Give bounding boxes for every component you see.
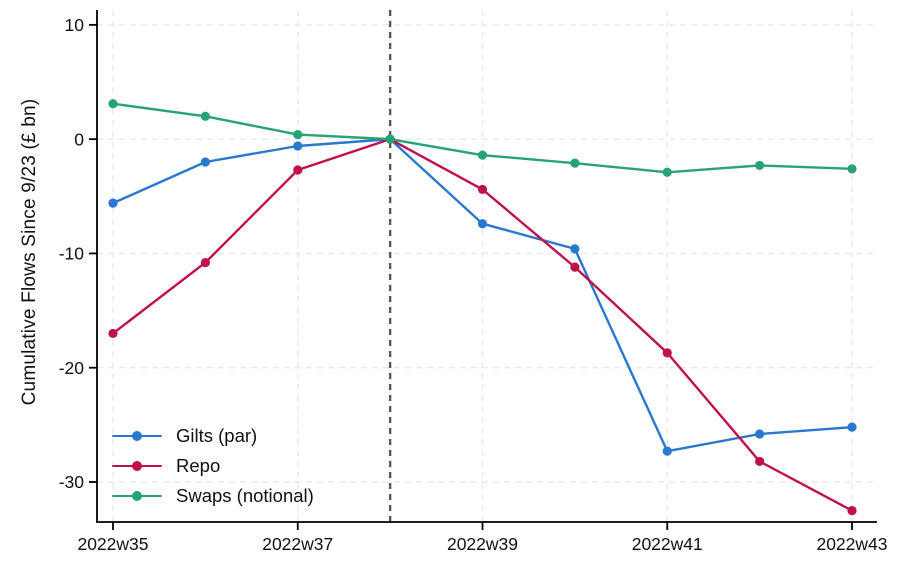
data-point-series-2 xyxy=(200,111,210,121)
data-point-series-0 xyxy=(847,422,857,432)
data-point-series-1 xyxy=(477,184,488,195)
x-tick-label: 2022w41 xyxy=(632,534,703,554)
legend-item-gilts: Gilts (par) xyxy=(112,424,314,448)
data-point-series-2 xyxy=(477,150,488,160)
data-point-series-1 xyxy=(570,262,580,272)
data-point-series-0 xyxy=(477,219,488,229)
legend-swatch-repo xyxy=(112,460,162,472)
data-point-series-2 xyxy=(847,164,857,174)
y-tick-label: -10 xyxy=(59,244,85,264)
data-point-series-0 xyxy=(108,198,118,208)
y-tick-label: 0 xyxy=(74,129,84,149)
legend-item-swaps: Swaps (notional) xyxy=(112,484,314,508)
data-point-series-2 xyxy=(570,158,580,168)
legend-label-gilts: Gilts (par) xyxy=(176,424,258,446)
data-point-series-2 xyxy=(755,160,765,171)
data-point-series-1 xyxy=(755,456,765,467)
y-axis-title: Cumulative Flows Since 9/23 (£ bn) xyxy=(19,98,40,406)
x-tick-label: 2022w39 xyxy=(447,534,518,554)
x-tick-label: 2022w43 xyxy=(816,534,887,554)
data-point-series-1 xyxy=(108,328,118,339)
x-tick-label: 2022w37 xyxy=(262,534,333,554)
data-point-series-2 xyxy=(108,99,118,109)
data-point-series-1 xyxy=(847,505,857,516)
data-point-series-1 xyxy=(293,165,303,175)
y-tick-label: -20 xyxy=(59,358,85,378)
legend-swatch-swaps xyxy=(112,490,162,502)
data-point-series-2 xyxy=(662,167,672,177)
data-point-series-0 xyxy=(662,446,672,456)
data-point-series-2 xyxy=(293,129,303,140)
y-tick-label: -30 xyxy=(59,472,85,492)
data-point-series-2 xyxy=(385,134,395,144)
legend-label-swaps: Swaps (notional) xyxy=(176,484,314,506)
data-point-series-0 xyxy=(200,157,210,167)
legend-label-repo: Repo xyxy=(176,454,221,476)
legend-item-repo: Repo xyxy=(112,454,314,478)
data-point-series-0 xyxy=(755,429,765,439)
y-tick-label: 10 xyxy=(65,15,85,35)
legend-swatch-gilts xyxy=(112,430,162,442)
legend: Gilts (par) Repo Swaps (notional) xyxy=(112,424,314,508)
data-point-series-0 xyxy=(293,141,303,151)
x-tick-label: 2022w35 xyxy=(77,534,148,554)
data-point-series-0 xyxy=(570,244,580,254)
data-point-series-1 xyxy=(200,257,210,268)
data-point-series-1 xyxy=(662,348,672,358)
